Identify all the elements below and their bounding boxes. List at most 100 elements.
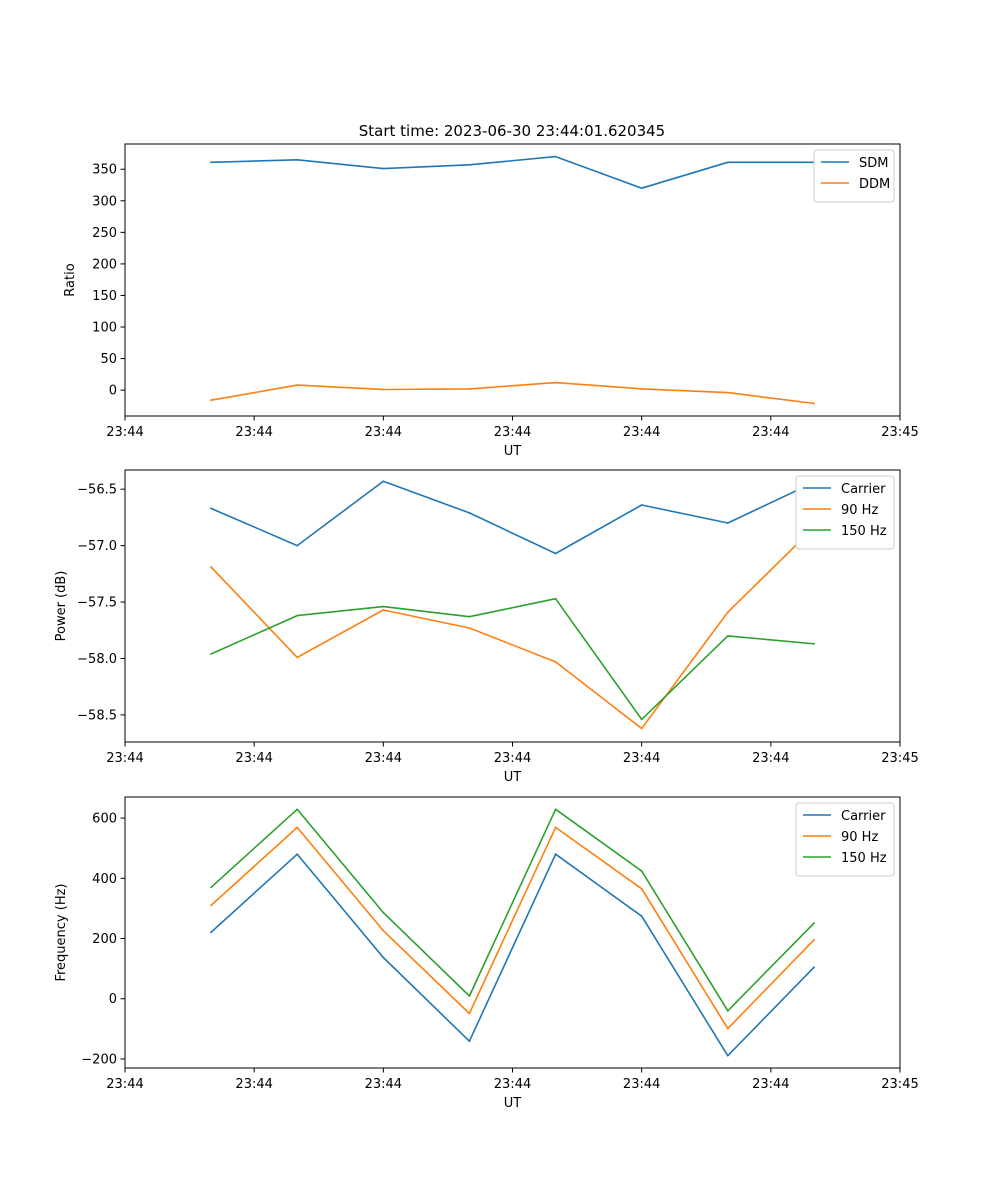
y-tick-label: 200 bbox=[92, 932, 117, 947]
y-tick-label: 300 bbox=[92, 194, 117, 209]
x-tick-label: 23:44 bbox=[365, 751, 402, 766]
x-axis-label: UT bbox=[504, 444, 522, 459]
y-tick-label: 400 bbox=[92, 872, 117, 887]
series-line-90-hz bbox=[209, 826, 816, 1030]
data-point bbox=[382, 956, 385, 959]
x-tick-label: 23:44 bbox=[106, 425, 143, 440]
data-point bbox=[296, 158, 299, 161]
series-line-150-hz bbox=[209, 808, 816, 1012]
x-tick-label: 23:44 bbox=[235, 1077, 272, 1092]
chart-panel-3: 23:44 23:44 23:44 23:44 23:44 23:44 23:45 −200 0… bbox=[54, 796, 919, 1111]
data-point bbox=[210, 931, 213, 934]
data-point bbox=[554, 660, 557, 663]
y-tick-label: 200 bbox=[92, 257, 117, 272]
y-tick-label: 350 bbox=[92, 163, 117, 178]
data-point bbox=[812, 642, 815, 645]
data-point bbox=[468, 615, 471, 618]
legend-label: 150 Hz bbox=[841, 851, 887, 866]
data-point bbox=[296, 853, 299, 856]
y-tick-label: 250 bbox=[92, 226, 117, 241]
data-point bbox=[296, 808, 299, 811]
data-point bbox=[210, 904, 213, 907]
data-point bbox=[468, 1012, 471, 1015]
y-tick-label: 600 bbox=[92, 812, 117, 827]
data-point bbox=[382, 605, 385, 608]
data-point bbox=[640, 870, 643, 872]
x-tick-label: 23:44 bbox=[494, 751, 531, 766]
legend-label: Carrier bbox=[841, 482, 886, 497]
legend-label: DDM bbox=[859, 177, 890, 192]
y-tick-label: 150 bbox=[92, 289, 117, 304]
x-tick-label: 23:44 bbox=[752, 425, 789, 440]
data-point bbox=[468, 163, 471, 166]
figure-title: Start time: 2023-06-30 23:44:01.620345 bbox=[359, 122, 665, 140]
data-point bbox=[468, 387, 471, 390]
y-tick-label: −57.5 bbox=[77, 596, 117, 611]
y-tick-label: 50 bbox=[100, 352, 117, 367]
x-axis-label: UT bbox=[504, 770, 522, 785]
data-point bbox=[382, 911, 385, 914]
y-axis-label: Ratio bbox=[63, 263, 78, 296]
legend-label: 150 Hz bbox=[841, 524, 887, 539]
data-point bbox=[554, 597, 557, 600]
x-tick-label: 23:45 bbox=[881, 1077, 918, 1092]
data-point bbox=[726, 391, 729, 394]
data-point bbox=[468, 1040, 471, 1043]
data-point bbox=[210, 566, 213, 568]
data-point bbox=[554, 155, 557, 158]
data-point bbox=[382, 388, 385, 391]
data-point bbox=[812, 939, 815, 941]
data-point bbox=[640, 915, 643, 918]
x-tick-label: 23:44 bbox=[106, 751, 143, 766]
x-tick-label: 23:44 bbox=[752, 751, 789, 766]
data-point bbox=[726, 611, 729, 614]
x-tick-label: 23:44 bbox=[494, 1077, 531, 1092]
x-tick-label: 23:45 bbox=[881, 751, 918, 766]
legend-label: 90 Hz bbox=[841, 830, 878, 845]
data-point bbox=[726, 635, 729, 637]
data-point bbox=[554, 381, 557, 384]
data-point bbox=[812, 402, 815, 405]
x-tick-label: 23:44 bbox=[365, 1077, 402, 1092]
data-point bbox=[210, 399, 213, 402]
series-line-sdm bbox=[210, 155, 815, 189]
data-point bbox=[640, 187, 643, 190]
data-point bbox=[296, 384, 299, 386]
y-tick-label: −58.0 bbox=[77, 652, 117, 667]
data-point bbox=[382, 167, 385, 170]
y-tick-label: 0 bbox=[109, 992, 117, 1007]
data-point bbox=[382, 929, 385, 932]
data-point bbox=[640, 718, 643, 721]
series-line-90-hz bbox=[209, 526, 816, 730]
data-point bbox=[640, 887, 643, 890]
data-point bbox=[640, 387, 643, 390]
data-point bbox=[812, 966, 815, 969]
data-point bbox=[468, 627, 471, 629]
x-tick-label: 23:44 bbox=[235, 425, 272, 440]
y-tick-label: 0 bbox=[109, 384, 117, 399]
x-tick-label: 23:44 bbox=[623, 751, 660, 766]
x-tick-label: 23:44 bbox=[494, 425, 531, 440]
data-point bbox=[468, 995, 471, 997]
data-point bbox=[640, 727, 643, 730]
chart-panel-2: 23:44 23:44 23:44 23:44 23:44 23:44 23:45 −58.5… bbox=[54, 469, 919, 785]
data-point bbox=[726, 1027, 729, 1030]
x-tick-label: 23:44 bbox=[106, 1077, 143, 1092]
data-point bbox=[554, 826, 557, 829]
chart-panel-1: 23:44 23:44 23:44 23:44 23:44 23:44 23:45 0 50 10… bbox=[63, 143, 919, 459]
data-point bbox=[468, 511, 471, 514]
data-point bbox=[296, 826, 299, 829]
data-point bbox=[726, 522, 729, 524]
data-point bbox=[554, 552, 557, 555]
data-point bbox=[726, 161, 729, 164]
y-axis-label: Frequency (Hz) bbox=[54, 883, 69, 981]
series-line-ddm bbox=[210, 381, 815, 405]
legend-label: 90 Hz bbox=[841, 503, 878, 518]
data-point bbox=[640, 504, 643, 506]
x-tick-label: 23:44 bbox=[235, 751, 272, 766]
data-point bbox=[554, 808, 557, 811]
y-tick-label: −56.5 bbox=[77, 483, 117, 498]
series-line-150-hz bbox=[210, 597, 815, 721]
data-point bbox=[726, 1009, 729, 1012]
